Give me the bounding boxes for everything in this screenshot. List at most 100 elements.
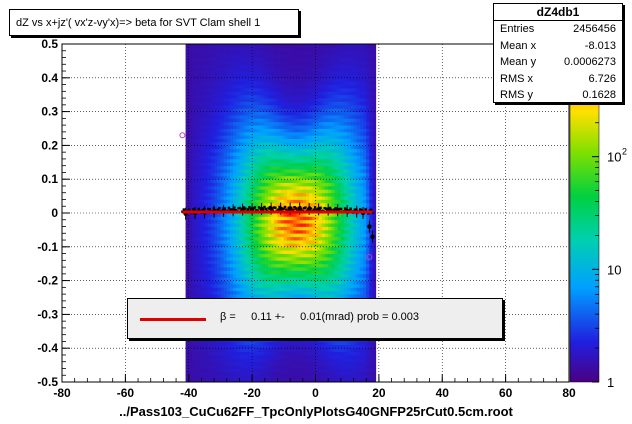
density-cell bbox=[185, 206, 190, 211]
density-cell bbox=[302, 172, 307, 177]
density-cell bbox=[315, 260, 320, 265]
density-cell bbox=[255, 54, 259, 58]
density-cell bbox=[274, 375, 278, 380]
density-cell bbox=[328, 338, 332, 342]
density-cell bbox=[296, 94, 301, 99]
density-cell bbox=[318, 294, 323, 298]
density-cell bbox=[201, 145, 205, 150]
density-cell bbox=[290, 354, 294, 359]
density-cell bbox=[229, 158, 234, 163]
density-cell bbox=[271, 165, 275, 170]
density-cell bbox=[239, 256, 244, 261]
density-cell bbox=[318, 199, 323, 204]
density-cell bbox=[337, 253, 342, 258]
density-cell bbox=[233, 44, 237, 48]
density-cell bbox=[195, 348, 199, 352]
density-cell bbox=[274, 182, 278, 187]
density-cell bbox=[321, 175, 326, 180]
density-cell bbox=[188, 121, 193, 126]
density-cell bbox=[312, 128, 316, 133]
density-cell bbox=[309, 196, 313, 200]
density-cell bbox=[312, 202, 316, 207]
density-cell bbox=[286, 182, 291, 187]
density-cell bbox=[188, 172, 193, 177]
density-cell bbox=[214, 169, 218, 173]
density-cell bbox=[191, 189, 196, 194]
density-cell bbox=[328, 371, 332, 376]
density-cell bbox=[226, 294, 231, 298]
density-cell bbox=[217, 253, 221, 258]
density-cell bbox=[233, 354, 237, 359]
density-cell bbox=[312, 260, 316, 265]
density-cell bbox=[207, 175, 212, 180]
density-cell bbox=[214, 354, 218, 359]
density-cell bbox=[217, 152, 221, 156]
density-cell bbox=[258, 94, 263, 99]
density-cell bbox=[223, 114, 228, 119]
density-cell bbox=[340, 108, 345, 112]
density-cell bbox=[340, 233, 345, 238]
density-cell bbox=[185, 81, 190, 85]
density-cell bbox=[229, 84, 234, 89]
density-cell bbox=[252, 236, 256, 241]
density-cell bbox=[258, 290, 263, 295]
density-cell bbox=[252, 155, 256, 160]
density-cell bbox=[318, 175, 323, 180]
density-cell bbox=[321, 199, 326, 204]
density-cell bbox=[217, 233, 221, 238]
density-cell bbox=[229, 101, 234, 106]
density-cell bbox=[201, 368, 205, 373]
density-cell bbox=[261, 263, 266, 268]
density-cell bbox=[210, 358, 215, 363]
density-cell bbox=[248, 263, 253, 268]
density-cell bbox=[312, 283, 316, 288]
density-cell bbox=[305, 213, 310, 217]
density-cell bbox=[220, 131, 225, 136]
density-cell bbox=[226, 60, 231, 65]
density-cell bbox=[325, 54, 329, 58]
density-cell bbox=[277, 213, 282, 217]
density-cell bbox=[264, 179, 269, 183]
density-cell bbox=[255, 121, 259, 126]
density-cell bbox=[340, 378, 345, 383]
density-cell bbox=[305, 125, 310, 129]
density-cell bbox=[312, 199, 316, 204]
density-cell bbox=[242, 128, 247, 133]
density-cell bbox=[248, 135, 253, 140]
density-cell bbox=[223, 253, 228, 258]
density-cell bbox=[321, 219, 326, 224]
density-cell bbox=[229, 135, 234, 140]
density-cell bbox=[229, 202, 234, 207]
density-cell bbox=[239, 155, 244, 160]
density-cell bbox=[274, 202, 278, 207]
density-cell bbox=[305, 287, 310, 292]
density-cell bbox=[337, 223, 342, 227]
density-cell bbox=[229, 233, 234, 238]
density-cell bbox=[214, 54, 218, 58]
density-cell bbox=[331, 175, 335, 180]
density-cell bbox=[315, 87, 320, 92]
density-cell bbox=[264, 77, 269, 82]
density-cell bbox=[195, 98, 199, 102]
density-cell bbox=[283, 287, 288, 292]
density-cell bbox=[236, 361, 240, 366]
density-cell bbox=[340, 158, 345, 163]
density-cell bbox=[274, 114, 278, 119]
density-cell bbox=[201, 175, 205, 180]
density-cell bbox=[207, 125, 212, 129]
density-cell bbox=[220, 162, 225, 167]
density-cell bbox=[271, 108, 275, 112]
density-cell bbox=[321, 71, 326, 75]
density-cell bbox=[274, 246, 278, 251]
density-cell bbox=[210, 179, 215, 183]
density-cell bbox=[283, 273, 288, 278]
density-cell bbox=[264, 182, 269, 187]
density-cell bbox=[302, 253, 307, 258]
density-cell bbox=[296, 236, 301, 241]
density-cell bbox=[271, 172, 275, 177]
density-cell bbox=[220, 196, 225, 200]
density-cell bbox=[245, 341, 250, 346]
density-cell bbox=[207, 77, 212, 82]
density-cell bbox=[318, 219, 323, 224]
density-cell bbox=[191, 250, 196, 254]
